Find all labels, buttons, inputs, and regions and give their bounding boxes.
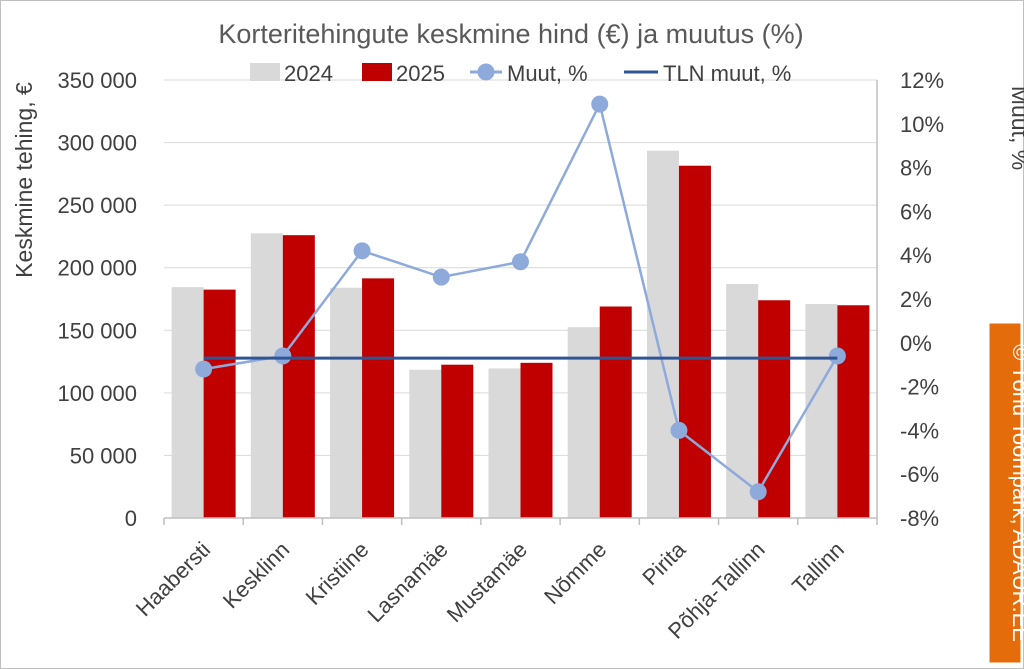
bar-2025 (282, 235, 315, 519)
legend-swatch (250, 63, 280, 81)
y2-tick-label: 10% (900, 112, 944, 137)
y-tick-label: 150 000 (57, 318, 137, 343)
series-point (512, 253, 529, 271)
series-point (195, 360, 213, 378)
y-tick-label: 100 000 (57, 381, 137, 406)
bar-2025 (203, 289, 236, 518)
y-axis-label: Keskmine tehing, € (11, 82, 37, 278)
bar-2024 (250, 233, 283, 519)
y2-tick-label: 4% (900, 243, 932, 268)
y2-tick-label: -8% (900, 506, 939, 531)
y2-tick-label: -6% (900, 462, 939, 487)
legend-label: 2025 (396, 61, 445, 86)
bar-2025 (362, 278, 395, 518)
y2-axis-label: Muut, % (1007, 86, 1024, 170)
legend-swatch (477, 63, 495, 81)
series-point (591, 95, 609, 113)
bar-2024 (330, 287, 363, 518)
bar-2025 (441, 364, 474, 518)
x-tick-label: Mustamäe (442, 537, 532, 627)
legend: 2024 2025 Muut, % TLN muut, % (250, 61, 791, 86)
x-tick-label: Nõmme (539, 537, 611, 609)
legend-label: TLN muut, % (663, 61, 791, 86)
lines (195, 95, 846, 501)
series-point (353, 242, 371, 260)
credit-badge: © Tõnu Toompark, ADAUR.EE (988, 322, 1024, 664)
x-tick-label: Tallinn (787, 537, 849, 599)
bar-2024 (567, 327, 600, 518)
bar-2025 (837, 305, 870, 518)
bar-2024 (646, 150, 679, 518)
credit-text: © Tõnu Toompark, ADAUR.EE (1008, 344, 1024, 642)
x-tick-label: Pirita (637, 536, 691, 590)
y-tick-label: 200 000 (57, 256, 137, 281)
y2-tick-label: -4% (900, 418, 939, 443)
y-tick-label: 0 (125, 506, 137, 531)
bar-2024 (726, 283, 759, 518)
bar-2024 (805, 304, 838, 518)
legend-label: Muut, % (507, 61, 588, 86)
x-tick-label: Kesklinn (218, 537, 294, 613)
y2-tick-label: 8% (900, 156, 932, 181)
bar-2025 (599, 306, 632, 518)
y-tick-label: 300 000 (57, 131, 137, 156)
chart-title: Korteritehingute keskmine hind (€) ja mu… (218, 19, 803, 49)
axes (163, 80, 878, 525)
series-point (432, 268, 450, 286)
series-point (274, 347, 292, 365)
series-point (828, 347, 846, 365)
series-point (749, 483, 767, 501)
bar-2024 (171, 287, 204, 518)
y2-tick-label: -2% (900, 375, 939, 400)
series-point (670, 421, 688, 439)
y2-tick-label: 0% (900, 331, 932, 356)
y2-tick-label: 6% (900, 199, 932, 224)
legend-swatch (362, 63, 392, 81)
x-tick-label: Haabersti (131, 537, 215, 621)
x-tick-label: Lasnamäe (362, 537, 452, 627)
y-tick-label: 50 000 (70, 443, 137, 468)
y2-tick-label: 12% (900, 68, 944, 93)
y2-tick-label: 2% (900, 287, 932, 312)
bar-2024 (488, 368, 521, 518)
x-tick-label: Kristiine (301, 537, 374, 610)
y-tick-label: 350 000 (57, 68, 137, 93)
legend-label: 2024 (284, 61, 333, 86)
bar-2025 (678, 165, 711, 519)
bar-2025 (520, 362, 553, 518)
bars (171, 150, 870, 519)
y-tick-label: 250 000 (57, 193, 137, 218)
bar-2024 (409, 369, 442, 518)
